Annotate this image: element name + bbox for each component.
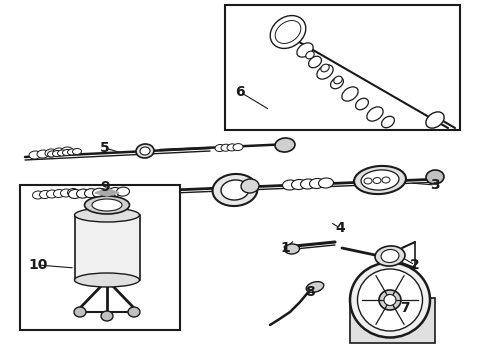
Ellipse shape: [227, 144, 237, 151]
Ellipse shape: [318, 178, 334, 188]
Ellipse shape: [285, 244, 299, 254]
Ellipse shape: [342, 87, 358, 101]
Ellipse shape: [426, 170, 444, 184]
Ellipse shape: [297, 43, 313, 57]
Ellipse shape: [354, 166, 406, 194]
Ellipse shape: [73, 148, 81, 154]
Ellipse shape: [321, 64, 329, 72]
Ellipse shape: [57, 150, 67, 156]
Text: 4: 4: [335, 221, 345, 235]
Ellipse shape: [101, 311, 113, 321]
Ellipse shape: [221, 144, 231, 151]
Ellipse shape: [382, 177, 390, 183]
Ellipse shape: [47, 190, 57, 198]
Text: 1: 1: [280, 241, 290, 255]
Ellipse shape: [128, 307, 140, 317]
Bar: [225, 5, 460, 130]
Ellipse shape: [61, 147, 73, 155]
Ellipse shape: [300, 179, 316, 189]
Bar: [75, 215, 140, 280]
Ellipse shape: [356, 98, 368, 110]
Ellipse shape: [60, 189, 72, 197]
Ellipse shape: [100, 188, 114, 197]
Ellipse shape: [364, 178, 372, 184]
Text: 2: 2: [410, 258, 420, 272]
Ellipse shape: [361, 170, 399, 190]
Bar: [20, 185, 180, 330]
Ellipse shape: [381, 249, 399, 262]
Ellipse shape: [74, 307, 86, 317]
Ellipse shape: [221, 180, 249, 200]
Ellipse shape: [74, 273, 140, 287]
Ellipse shape: [52, 150, 61, 157]
Ellipse shape: [350, 262, 430, 338]
Ellipse shape: [74, 208, 140, 222]
Ellipse shape: [93, 188, 105, 197]
Ellipse shape: [373, 177, 381, 184]
Text: 6: 6: [235, 85, 245, 99]
Ellipse shape: [69, 189, 81, 198]
Text: 10: 10: [28, 258, 48, 272]
Ellipse shape: [213, 174, 257, 206]
Ellipse shape: [68, 149, 76, 155]
Ellipse shape: [382, 116, 394, 128]
Polygon shape: [95, 188, 119, 196]
Ellipse shape: [76, 189, 90, 198]
Ellipse shape: [92, 199, 122, 211]
Ellipse shape: [275, 138, 295, 152]
Ellipse shape: [108, 188, 122, 197]
Ellipse shape: [68, 189, 78, 197]
Ellipse shape: [375, 246, 405, 266]
Ellipse shape: [334, 76, 342, 84]
Ellipse shape: [283, 180, 297, 190]
Ellipse shape: [309, 56, 321, 68]
Ellipse shape: [306, 51, 314, 59]
Text: 3: 3: [430, 178, 440, 192]
Ellipse shape: [270, 15, 306, 49]
Ellipse shape: [53, 148, 65, 156]
Ellipse shape: [117, 187, 129, 196]
Ellipse shape: [426, 112, 444, 128]
Ellipse shape: [63, 149, 72, 156]
Ellipse shape: [310, 179, 324, 189]
Ellipse shape: [367, 107, 383, 121]
Ellipse shape: [140, 147, 150, 155]
Ellipse shape: [84, 196, 129, 214]
Ellipse shape: [29, 151, 41, 159]
Ellipse shape: [45, 149, 57, 157]
Text: 5: 5: [100, 141, 110, 155]
Ellipse shape: [40, 190, 50, 198]
Ellipse shape: [233, 144, 243, 150]
Bar: [350, 298, 435, 343]
Ellipse shape: [136, 144, 154, 158]
Text: 9: 9: [100, 180, 110, 194]
Text: 7: 7: [400, 301, 410, 315]
Ellipse shape: [53, 189, 65, 198]
Ellipse shape: [292, 180, 306, 189]
Ellipse shape: [331, 77, 343, 89]
Ellipse shape: [84, 189, 98, 198]
Ellipse shape: [358, 269, 422, 331]
Ellipse shape: [384, 294, 396, 306]
Ellipse shape: [32, 191, 44, 199]
Ellipse shape: [241, 179, 259, 193]
Text: 8: 8: [305, 285, 315, 299]
Ellipse shape: [215, 144, 225, 152]
Ellipse shape: [37, 150, 49, 158]
Ellipse shape: [306, 282, 324, 292]
Ellipse shape: [48, 151, 56, 157]
Ellipse shape: [275, 21, 301, 44]
Ellipse shape: [379, 290, 401, 310]
Ellipse shape: [317, 65, 333, 79]
